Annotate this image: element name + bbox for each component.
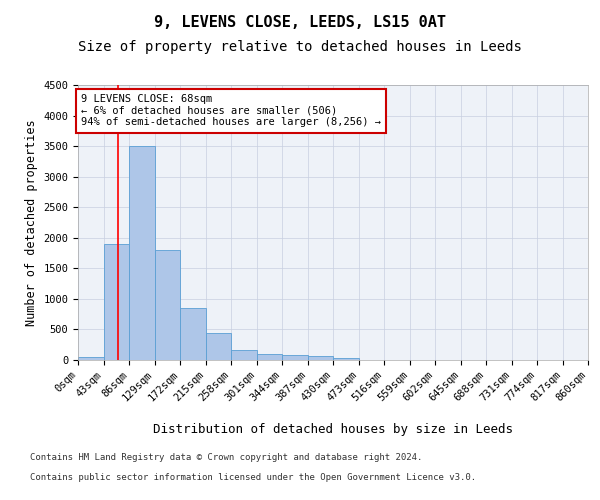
Bar xyxy=(180,308,205,360)
Text: Size of property relative to detached houses in Leeds: Size of property relative to detached ho… xyxy=(78,40,522,54)
Bar xyxy=(104,244,129,360)
Bar xyxy=(78,357,104,360)
Bar xyxy=(282,356,308,360)
Y-axis label: Number of detached properties: Number of detached properties xyxy=(25,119,38,326)
Text: Distribution of detached houses by size in Leeds: Distribution of detached houses by size … xyxy=(153,422,513,436)
Bar xyxy=(333,358,359,360)
Bar xyxy=(205,332,231,360)
Text: Contains public sector information licensed under the Open Government Licence v3: Contains public sector information licen… xyxy=(30,474,476,482)
Text: 9 LEVENS CLOSE: 68sqm
← 6% of detached houses are smaller (506)
94% of semi-deta: 9 LEVENS CLOSE: 68sqm ← 6% of detached h… xyxy=(81,94,381,128)
Bar xyxy=(129,146,155,360)
Text: Contains HM Land Registry data © Crown copyright and database right 2024.: Contains HM Land Registry data © Crown c… xyxy=(30,454,422,462)
Text: 9, LEVENS CLOSE, LEEDS, LS15 0AT: 9, LEVENS CLOSE, LEEDS, LS15 0AT xyxy=(154,15,446,30)
Bar xyxy=(231,350,257,360)
Bar xyxy=(308,356,333,360)
Bar xyxy=(257,354,282,360)
Bar xyxy=(155,250,180,360)
